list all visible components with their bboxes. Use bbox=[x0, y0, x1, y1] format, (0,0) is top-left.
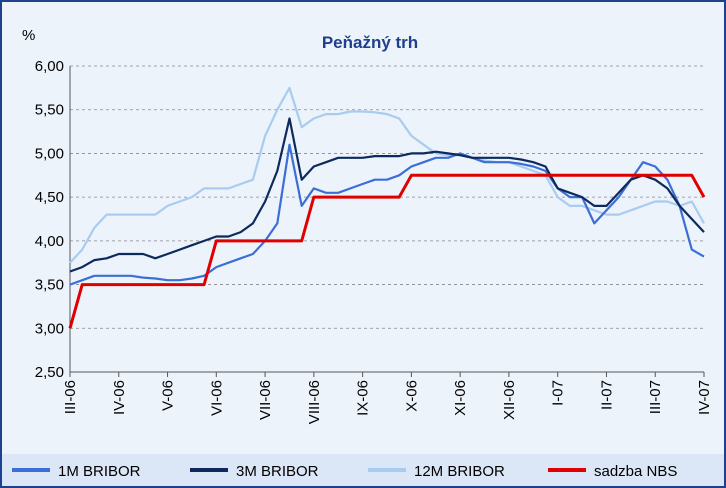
y-tick-label: 6,00 bbox=[35, 58, 64, 75]
y-tick-label: 2,50 bbox=[35, 364, 64, 381]
y-tick-label: 5,00 bbox=[35, 145, 64, 162]
x-tick-label: VII-06 bbox=[257, 380, 274, 420]
x-tick-label: IV-06 bbox=[111, 380, 128, 415]
legend-label: sadzba NBS bbox=[594, 463, 677, 480]
series-line bbox=[69, 86, 705, 264]
x-tick-label: IV-07 bbox=[696, 380, 713, 415]
x-tick-label: VI-06 bbox=[208, 380, 225, 416]
x-tick-label: III-07 bbox=[647, 380, 664, 414]
y-tick-label: 4,50 bbox=[35, 189, 64, 206]
y-axis-label: % bbox=[22, 27, 35, 44]
series-line bbox=[69, 143, 705, 286]
x-tick-label: V-06 bbox=[160, 380, 177, 411]
y-tick-label: 3,50 bbox=[35, 277, 64, 294]
legend-strip bbox=[2, 454, 724, 486]
x-tick-label: II-07 bbox=[598, 380, 615, 410]
legend-label: 3M BRIBOR bbox=[236, 463, 319, 480]
x-tick-label: III-06 bbox=[62, 380, 79, 414]
x-tick-label: I-07 bbox=[550, 380, 567, 406]
x-tick-label: VIII-06 bbox=[306, 380, 323, 424]
x-tick-label: X-06 bbox=[403, 380, 420, 412]
y-tick-label: 4,00 bbox=[35, 233, 64, 250]
x-tick-label: XI-06 bbox=[452, 380, 469, 416]
x-tick-label: IX-06 bbox=[355, 380, 372, 416]
legend-label: 1M BRIBOR bbox=[58, 463, 141, 480]
series-line bbox=[68, 173, 706, 329]
x-tick-label: XII-06 bbox=[501, 380, 518, 420]
chart-title: Peňažný trh bbox=[322, 33, 418, 52]
series-line bbox=[69, 117, 705, 273]
y-tick-label: 5,50 bbox=[35, 102, 64, 119]
legend-label: 12M BRIBOR bbox=[414, 463, 505, 480]
y-tick-label: 3,00 bbox=[35, 320, 64, 337]
